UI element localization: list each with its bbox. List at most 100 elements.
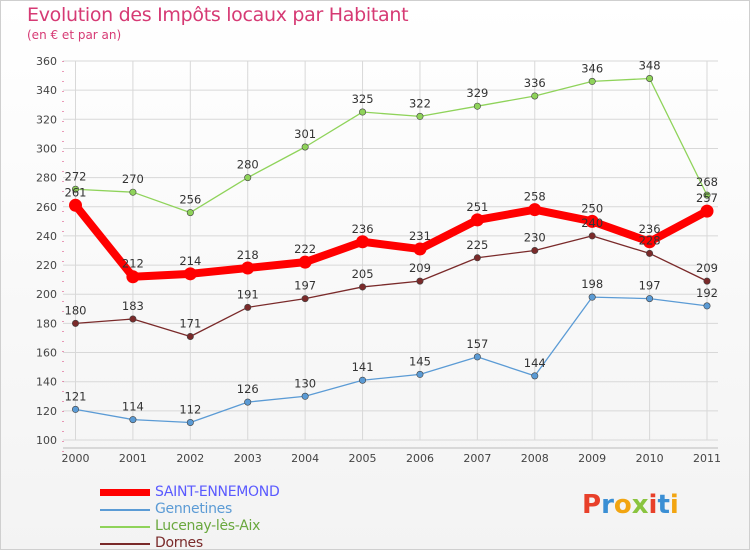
data-label: 180 bbox=[65, 303, 87, 317]
data-label: 228 bbox=[639, 233, 661, 247]
y-tick-label: 140 bbox=[36, 376, 57, 389]
data-label: 301 bbox=[294, 127, 316, 141]
y-tick-label: 180 bbox=[36, 317, 57, 330]
data-label: 322 bbox=[409, 96, 431, 110]
x-tick-label: 2010 bbox=[636, 452, 664, 465]
logo-letter: i bbox=[669, 490, 679, 520]
legend-item-dornes: Dornes bbox=[100, 535, 340, 552]
y-tick-label: 280 bbox=[36, 172, 57, 185]
series-line bbox=[74, 77, 708, 214]
chart-data-labels: 261 212 214 218 222 236 231 251 258 250 236 257 121 1… bbox=[65, 58, 718, 416]
data-label: 280 bbox=[237, 158, 259, 172]
data-label: 205 bbox=[352, 267, 374, 281]
y-tick-label: 360 bbox=[36, 55, 57, 68]
data-label: 218 bbox=[237, 248, 259, 262]
data-point bbox=[301, 143, 309, 151]
data-point bbox=[416, 277, 424, 285]
legend-label-saint-ennemond: SAINT-ENNEMOND bbox=[155, 484, 280, 500]
data-point bbox=[646, 295, 654, 303]
data-point bbox=[186, 209, 194, 217]
series-line bbox=[74, 296, 708, 424]
data-point bbox=[183, 267, 197, 281]
data-point bbox=[703, 277, 711, 285]
data-point bbox=[531, 372, 539, 380]
data-label: 130 bbox=[294, 376, 316, 390]
data-point bbox=[700, 204, 714, 218]
data-label: 191 bbox=[237, 287, 259, 301]
data-point bbox=[359, 283, 367, 291]
y-tick-label: 340 bbox=[36, 84, 57, 97]
chart-grid bbox=[63, 60, 718, 441]
y-tick-label: 320 bbox=[36, 113, 57, 126]
legend-swatch-dornes bbox=[100, 543, 150, 545]
data-point bbox=[126, 270, 140, 284]
data-point bbox=[703, 302, 711, 310]
chart-series bbox=[69, 74, 714, 427]
data-point bbox=[244, 303, 252, 311]
logo-letter: i bbox=[648, 490, 658, 520]
data-point bbox=[531, 92, 539, 100]
data-point bbox=[413, 242, 427, 256]
logo-letter: r bbox=[601, 490, 614, 520]
x-tick-label: 2005 bbox=[349, 452, 377, 465]
data-point bbox=[473, 353, 481, 361]
data-point bbox=[129, 188, 137, 196]
legend-item-saint-ennemond: SAINT-ENNEMOND bbox=[100, 484, 340, 501]
data-point bbox=[244, 398, 252, 406]
data-label: 126 bbox=[237, 382, 259, 396]
data-label: 197 bbox=[294, 279, 316, 293]
y-tick-label: 300 bbox=[36, 142, 57, 155]
data-label: 261 bbox=[65, 185, 87, 199]
data-point bbox=[473, 254, 481, 262]
data-point bbox=[301, 295, 309, 303]
x-tick-label: 2011 bbox=[693, 452, 721, 465]
legend-label-lucenay: Lucenay-lès-Aix bbox=[155, 518, 261, 534]
data-point bbox=[416, 112, 424, 120]
data-label: 236 bbox=[639, 222, 661, 236]
data-label: 272 bbox=[65, 169, 87, 183]
data-point bbox=[129, 315, 137, 323]
data-label: 114 bbox=[122, 400, 144, 414]
data-point bbox=[585, 214, 599, 228]
data-point bbox=[186, 419, 194, 427]
data-point bbox=[241, 261, 255, 275]
y-tick-label: 260 bbox=[36, 201, 57, 214]
chart-title: Evolution des Impôts locaux par Habitant bbox=[27, 4, 409, 26]
y-tick-label: 100 bbox=[36, 434, 57, 447]
x-tick-label: 2000 bbox=[62, 452, 90, 465]
data-point bbox=[528, 203, 542, 217]
y-tick-label: 120 bbox=[36, 405, 57, 418]
data-point bbox=[186, 333, 194, 341]
data-label: 214 bbox=[179, 254, 201, 268]
data-label: 209 bbox=[696, 261, 718, 275]
logo-letter: x bbox=[631, 490, 649, 520]
data-label: 141 bbox=[352, 360, 374, 374]
data-label: 231 bbox=[409, 229, 431, 243]
proxiti-logo: Proxiti bbox=[582, 490, 679, 520]
data-point bbox=[473, 102, 481, 110]
data-label: 250 bbox=[581, 201, 603, 215]
data-point bbox=[703, 191, 711, 199]
legend-swatch-lucenay bbox=[100, 526, 150, 528]
data-label: 197 bbox=[639, 279, 661, 293]
data-point bbox=[301, 392, 309, 400]
legend-swatch-gennetines bbox=[100, 509, 150, 511]
data-point bbox=[359, 376, 367, 384]
legend-item-gennetines: Gennetines bbox=[100, 501, 340, 518]
data-point bbox=[643, 235, 657, 249]
y-tick-label: 160 bbox=[36, 347, 57, 360]
data-point bbox=[531, 247, 539, 255]
data-label: 240 bbox=[581, 216, 603, 230]
data-point bbox=[359, 108, 367, 116]
data-point bbox=[72, 185, 80, 193]
data-point bbox=[416, 370, 424, 378]
data-label: 198 bbox=[581, 277, 603, 291]
data-label: 257 bbox=[696, 191, 718, 205]
data-point bbox=[244, 174, 252, 182]
y-tick-label: 220 bbox=[36, 259, 57, 272]
data-label: 251 bbox=[466, 200, 488, 214]
legend-label-dornes: Dornes bbox=[155, 535, 203, 551]
data-label: 222 bbox=[294, 242, 316, 256]
x-tick-label: 2007 bbox=[463, 452, 491, 465]
